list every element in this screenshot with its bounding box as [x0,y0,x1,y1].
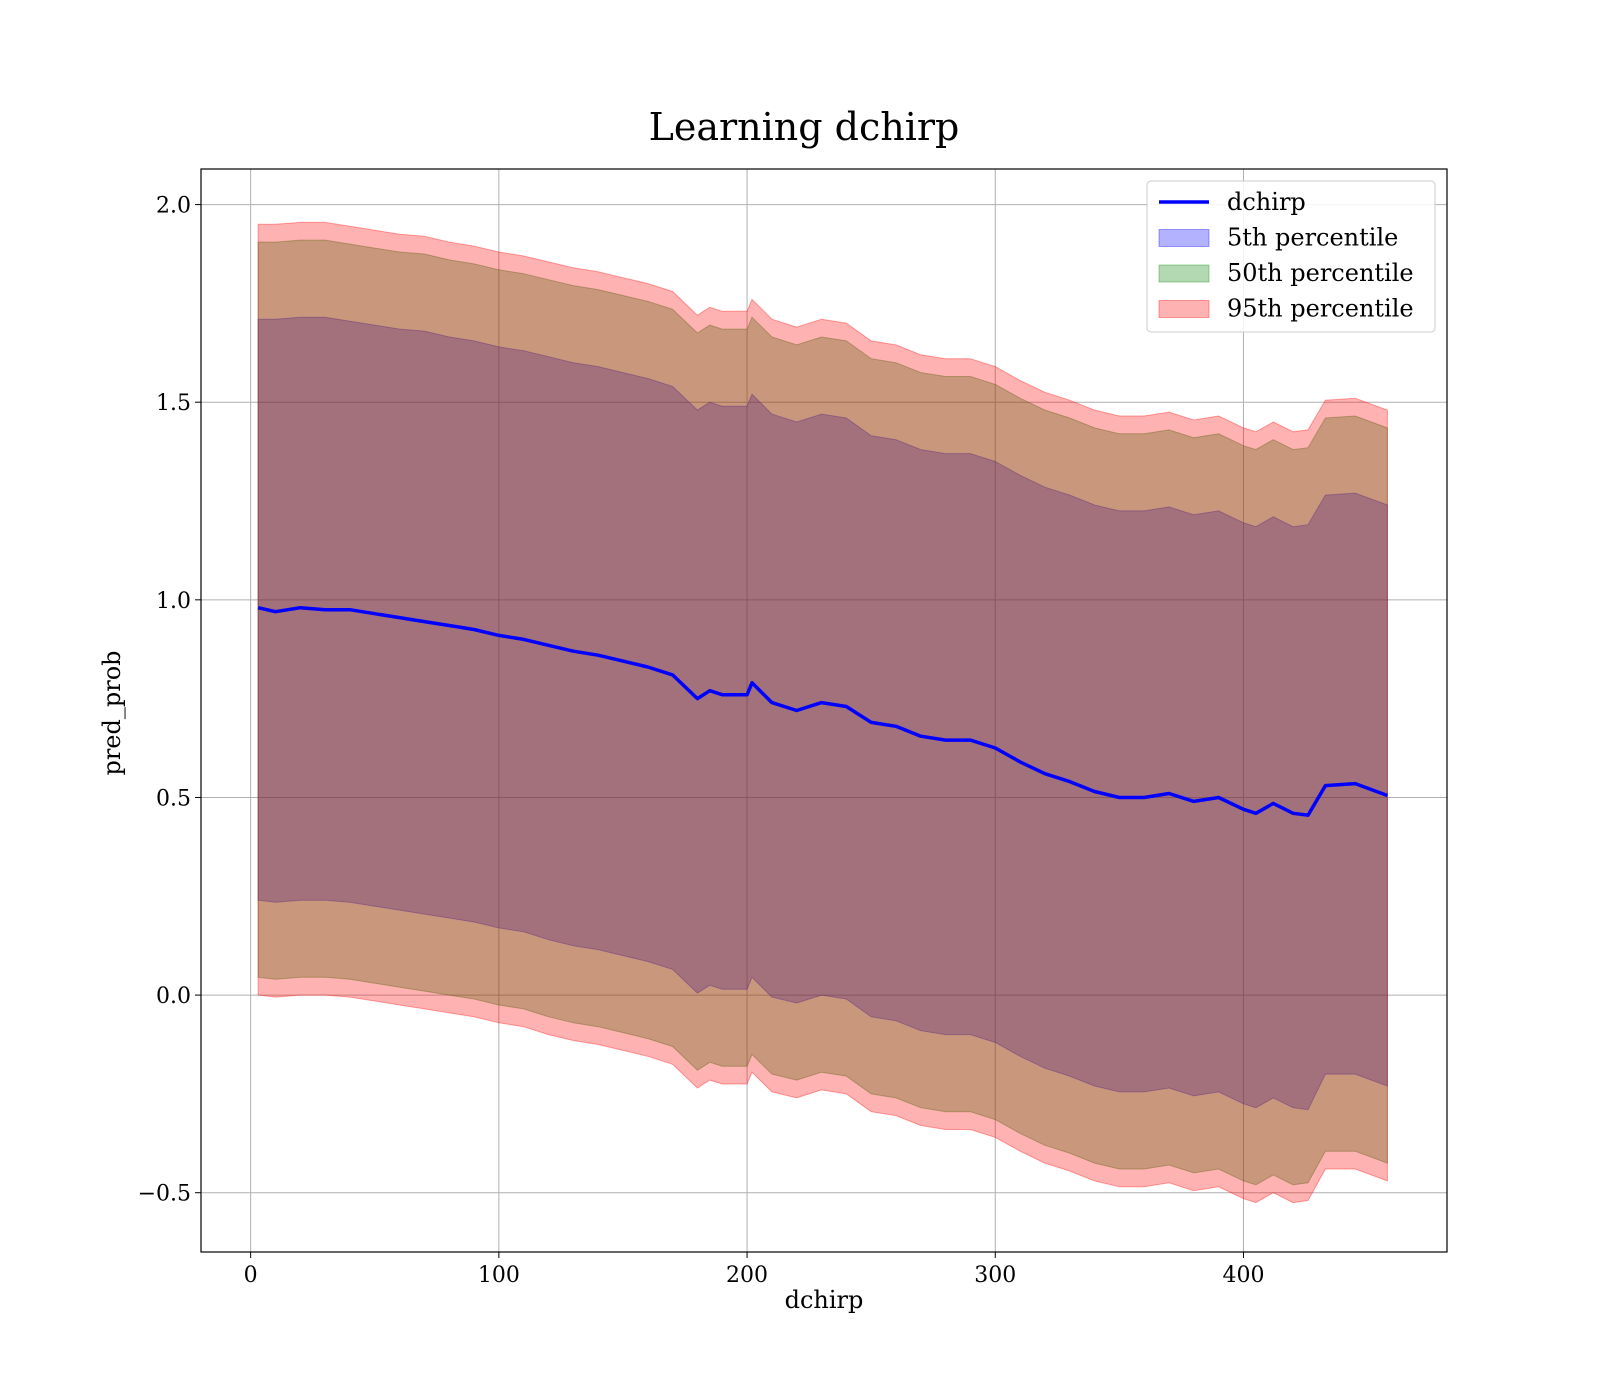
x-tick-label: 200 [726,1263,768,1288]
band-5th-percentile [257,316,1388,1111]
series-lines [257,605,1389,817]
band-95th-percentile [257,221,1388,1204]
x-axis-label: dchirp [785,1286,864,1314]
legend-label: 95th percentile [1227,295,1414,323]
x-tick-label: 100 [478,1263,520,1288]
y-tick-label: 1.5 [156,391,191,416]
y-tick-label: 2.0 [156,194,191,219]
y-tick-label: 1.0 [156,589,191,614]
chart-title: Learning dchirp [649,105,960,149]
y-tick-label: 0.0 [156,984,191,1009]
legend-swatch-95th-percentile [1158,300,1210,318]
x-tick-label: 300 [974,1263,1016,1288]
legend-label: dchirp [1227,188,1306,216]
legend: dchirp 5th percentile 50th percentile 95th … [1146,180,1436,333]
y-tick-label: −0.5 [138,1182,191,1207]
x-tick-label: 0 [244,1263,258,1288]
y-axis-label: pred_prob [98,650,126,775]
legend-label: 50th percentile [1227,259,1414,287]
legend-swatch-50th-percentile [1158,264,1210,283]
legend-swatch-5th-percentile [1158,229,1210,247]
plot-area [200,168,1448,1253]
x-tick-label: 400 [1222,1263,1264,1288]
legend-box [1146,180,1436,333]
percentile-bands [257,221,1388,1204]
legend-label: 5th percentile [1227,224,1398,252]
y-tick-label: 0.5 [156,786,191,811]
band-50th-percentile [257,239,1388,1186]
grid [201,169,1447,1252]
line-dchirp [257,605,1389,817]
axis-ticks: 0 100 200 300 400 −0.5 0.0 0.5 1.0 1.5 2.0 [138,194,1265,1288]
